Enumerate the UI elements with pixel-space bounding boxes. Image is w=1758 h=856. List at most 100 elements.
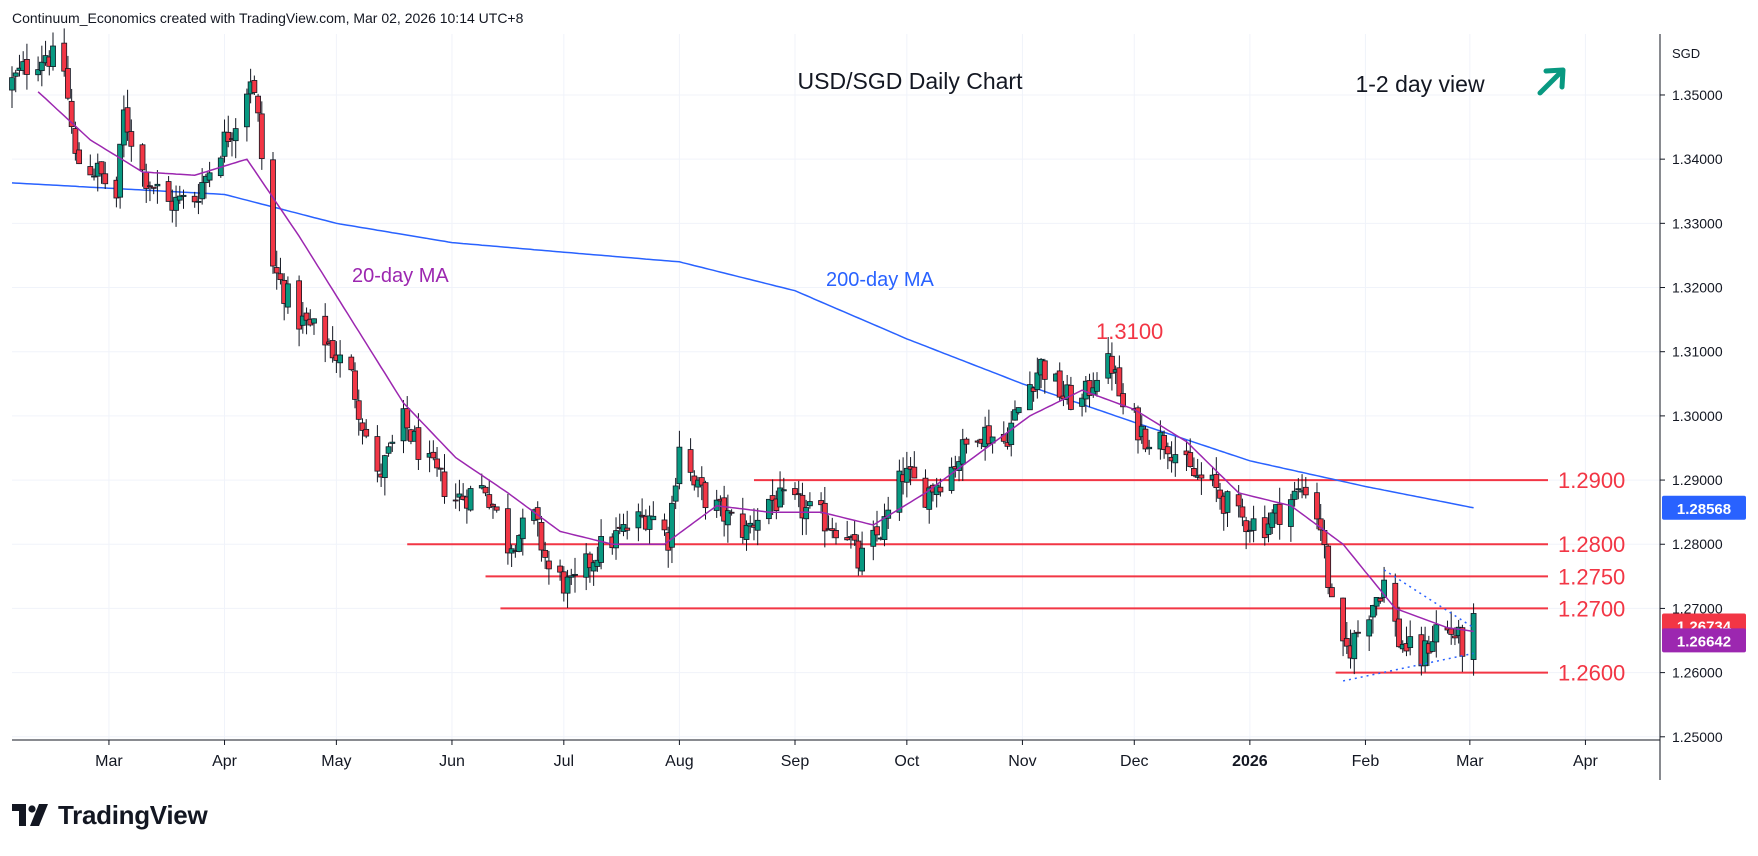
arrow-up-right-icon (1537, 67, 1566, 96)
candle (303, 307, 310, 335)
candle (747, 515, 754, 534)
candle (1008, 411, 1015, 457)
candle-body (1396, 618, 1402, 648)
candle (35, 56, 41, 82)
candle-body (799, 494, 806, 519)
candle (1034, 357, 1041, 399)
y-tick-label: 1.35000 (1672, 87, 1723, 103)
candle (698, 466, 705, 501)
candle-body (1355, 631, 1361, 634)
candle (430, 440, 437, 461)
candle (255, 93, 261, 122)
candle (9, 66, 15, 108)
candle-body (911, 466, 918, 479)
candle-body (903, 467, 910, 483)
chart-title: USD/SGD Daily Chart (798, 68, 1024, 94)
candle-body (87, 166, 94, 176)
candle (1094, 372, 1100, 397)
view-label: 1-2 day view (1355, 71, 1485, 97)
candle (348, 354, 355, 372)
candle-body (452, 499, 459, 502)
candle-body (1235, 494, 1242, 507)
candle-body (277, 273, 284, 281)
y-tick-label: 1.29000 (1672, 472, 1723, 488)
candle (1198, 462, 1205, 495)
y-tick-label: 1.27000 (1672, 600, 1723, 616)
candle (38, 45, 45, 87)
candle-body (985, 425, 992, 445)
candle (859, 531, 865, 576)
candle (676, 430, 683, 490)
candle (385, 442, 392, 457)
candle (542, 541, 549, 570)
candle-body (1381, 579, 1387, 599)
x-tick-label: Aug (665, 753, 693, 770)
candle (221, 119, 228, 163)
candle (68, 88, 75, 134)
candle (728, 509, 735, 516)
candle-body (635, 511, 642, 529)
candle-body (1265, 523, 1272, 535)
brand-name: TradingView (58, 800, 208, 830)
candle-body (299, 315, 306, 326)
candle-body (124, 107, 131, 133)
candle-body (624, 527, 631, 531)
candle (598, 519, 605, 570)
candle (154, 170, 161, 204)
candle-body (765, 498, 772, 520)
candle-body (176, 195, 183, 201)
candle-body (1224, 491, 1231, 513)
candle-body (12, 72, 19, 77)
candle-body (206, 172, 213, 181)
candle-body (1056, 370, 1063, 398)
candle-body (546, 560, 552, 570)
candle (624, 510, 631, 540)
candle (486, 479, 493, 510)
candle (743, 520, 750, 551)
candle-body (24, 58, 30, 75)
candle (180, 189, 187, 209)
candle (482, 485, 489, 497)
candle-body (258, 113, 265, 160)
candle (1056, 362, 1063, 401)
candle-body (329, 340, 336, 359)
candle-body (844, 537, 851, 541)
y-tick-label: 1.28000 (1672, 536, 1723, 552)
candle-body (829, 528, 836, 532)
candle (277, 257, 284, 285)
candle (363, 419, 370, 439)
candle (311, 318, 317, 335)
candle (467, 485, 474, 512)
candle (818, 492, 824, 514)
candle (724, 494, 731, 543)
candle (1366, 615, 1373, 652)
x-tick-label: May (321, 753, 351, 770)
candle (959, 428, 966, 481)
candle-body (557, 565, 563, 573)
candle (147, 181, 153, 202)
candle-body (1407, 636, 1414, 648)
x-tick-label: Mar (95, 753, 123, 770)
candle-body (792, 488, 798, 496)
candle-body (1109, 355, 1115, 374)
candle-body (251, 80, 258, 93)
candle (1433, 610, 1440, 658)
candle (613, 517, 619, 560)
candle (1269, 509, 1276, 535)
candle (337, 340, 344, 378)
candle-body (1135, 407, 1141, 441)
candle (199, 168, 206, 205)
candle-body (255, 95, 261, 114)
candle-body (754, 519, 761, 531)
candle-body (728, 511, 735, 514)
candle-body (821, 502, 828, 532)
candle (948, 457, 955, 494)
candle (1340, 597, 1346, 657)
candle-body (963, 438, 970, 445)
candle (933, 477, 940, 508)
candle-body (165, 181, 172, 202)
candle (1302, 477, 1309, 499)
candle-body (173, 196, 179, 211)
